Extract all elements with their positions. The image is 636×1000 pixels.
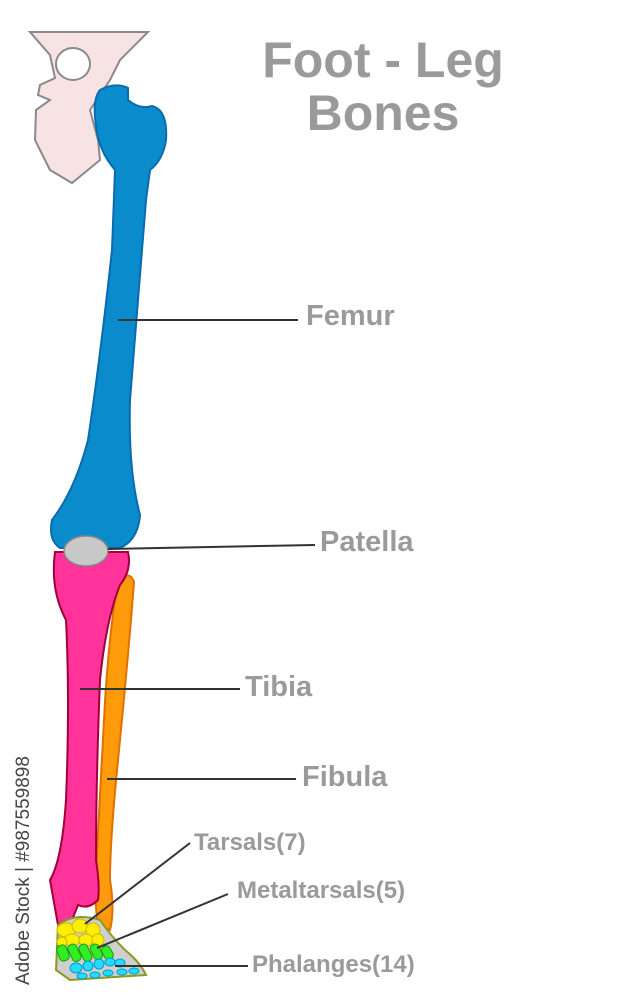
- title-line-2: Bones: [307, 85, 460, 141]
- label-phalanges: Phalanges(14): [252, 951, 415, 978]
- fibula-bone: [94, 574, 136, 932]
- tibia-bone: [48, 551, 130, 926]
- label-metatarsals: Metaltarsals(5): [237, 877, 405, 904]
- watermark: Adobe Stock | #987559898: [13, 756, 34, 985]
- label-patella: Patella: [320, 526, 414, 558]
- pelvis: [27, 31, 151, 185]
- patella-leader-line: [107, 544, 316, 550]
- metatarsals-bones: [56, 943, 114, 963]
- label-fibula: Fibula: [302, 761, 388, 793]
- tarsals-leader-line: [84, 842, 191, 925]
- label-tibia: Tibia: [245, 671, 313, 703]
- tarsals-bones: [56, 918, 105, 948]
- femur-bone: [50, 84, 168, 549]
- foot-bones: [54, 915, 148, 982]
- title-line-1: Foot - Leg: [262, 32, 504, 88]
- label-femur: Femur: [306, 300, 395, 332]
- patella-bone: [63, 535, 109, 567]
- metatarsals-leader-line: [96, 893, 229, 949]
- label-tarsals: Tarsals(7): [194, 829, 306, 856]
